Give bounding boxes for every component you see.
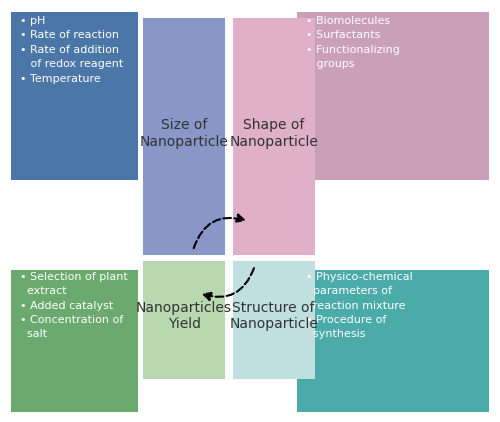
FancyBboxPatch shape — [232, 18, 314, 255]
FancyBboxPatch shape — [297, 270, 488, 412]
Text: • Biomolecules
• Surfactants
• Functionalizing
   groups: • Biomolecules • Surfactants • Functiona… — [306, 16, 400, 69]
Text: Nanoparticles
Yield: Nanoparticles Yield — [136, 301, 232, 331]
FancyBboxPatch shape — [12, 270, 138, 412]
FancyBboxPatch shape — [143, 261, 225, 379]
Text: Structure of
Nanoparticle: Structure of Nanoparticle — [229, 301, 318, 331]
Text: • Selection of plant
  extract
• Added catalyst
• Concentration of
  salt: • Selection of plant extract • Added cat… — [20, 272, 128, 339]
FancyBboxPatch shape — [143, 18, 225, 255]
Text: • pH
• Rate of reaction
• Rate of addition
   of redox reagent
• Temperature: • pH • Rate of reaction • Rate of additi… — [20, 16, 124, 84]
FancyBboxPatch shape — [232, 261, 314, 379]
FancyBboxPatch shape — [297, 12, 488, 179]
Text: Size of
Nanoparticle: Size of Nanoparticle — [140, 118, 228, 149]
Text: • Physico-chemical
  parameters of
  reaction mixture
• Procedure of
  synthesis: • Physico-chemical parameters of reactio… — [306, 272, 412, 339]
FancyBboxPatch shape — [12, 12, 138, 179]
Text: Shape of
Nanoparticle: Shape of Nanoparticle — [229, 118, 318, 149]
